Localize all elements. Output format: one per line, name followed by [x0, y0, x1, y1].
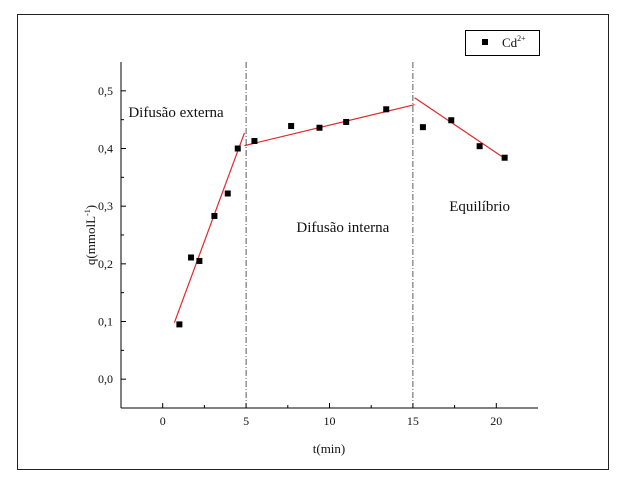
region-label: Difusão interna [296, 220, 389, 236]
annotations: Difusão externa Difusão interna Equilíbrio [128, 105, 510, 236]
data-point [419, 124, 426, 131]
region-label: Equilíbrio [449, 199, 510, 215]
y-tick-label: 0,0 [98, 372, 113, 386]
data-point [188, 254, 195, 261]
region-label: Difusão externa [128, 105, 224, 121]
data-point [251, 138, 258, 145]
data-point [196, 257, 203, 264]
region-dividers [245, 62, 414, 408]
data-point [383, 106, 390, 113]
x-ticks: 0 5 10 15 20 [120, 403, 502, 428]
y-axis-title-end: ) [83, 205, 98, 209]
data-point [224, 190, 231, 197]
data-point [501, 154, 508, 161]
data-point [316, 124, 323, 131]
y-axis-title-sup: -1 [83, 209, 92, 216]
data-point [211, 212, 218, 219]
legend-label-main: Cd [502, 35, 518, 50]
fit-line [173, 132, 245, 323]
y-tick-label: 0,3 [98, 199, 113, 213]
data-point [343, 118, 350, 125]
data-point [476, 143, 483, 150]
data-points [176, 106, 508, 328]
fit-line [414, 97, 507, 160]
data-point [288, 123, 295, 130]
y-tick-label: 0,5 [98, 84, 113, 98]
legend-label-sup: 2+ [517, 34, 526, 43]
x-axis-title: t(min) [313, 441, 346, 456]
y-ticks: 0,0 0,1 0,2 0,3 0,4 0,5 [98, 84, 126, 386]
x-tick-label: 20 [490, 414, 502, 428]
figure-border [17, 14, 609, 470]
data-point [234, 145, 241, 152]
y-axis-title: q(mmolL-1) [83, 205, 98, 265]
x-tick-label: 10 [324, 414, 336, 428]
y-tick-label: 0,2 [98, 257, 113, 271]
x-tick-label: 5 [243, 414, 249, 428]
x-tick-label: 15 [407, 414, 419, 428]
x-tick-label: 0 [160, 414, 166, 428]
data-point [176, 321, 183, 328]
legend-box [465, 30, 540, 56]
y-tick-label: 0,4 [98, 142, 113, 156]
data-point [448, 117, 455, 124]
y-axis-title-main: q(mmolL [83, 216, 98, 265]
legend-marker [482, 39, 488, 45]
legend-label: Cd2+ [502, 34, 526, 50]
legend: Cd2+ [465, 30, 540, 56]
y-tick-label: 0,1 [98, 315, 113, 329]
